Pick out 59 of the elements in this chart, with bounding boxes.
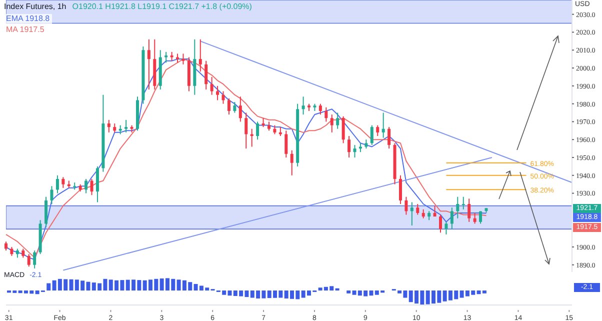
chart-subtitle: O1920.1 H1921.8 L1919.1 C1921.7 +1.8 (+0.09%): [72, 2, 252, 11]
candlestick: [62, 176, 65, 188]
candlestick: [336, 112, 340, 130]
candlestick: [444, 221, 448, 235]
candlestick: [410, 202, 414, 226]
candlestick: [398, 174, 402, 204]
candlestick: [44, 196, 48, 228]
candlestick: [462, 196, 465, 210]
candlestick: [468, 198, 471, 222]
text: EMA: [6, 14, 23, 23]
candlestick: [416, 204, 420, 216]
candlestick: [107, 119, 110, 133]
candlestick: [382, 112, 385, 138]
candlestick: [90, 178, 94, 196]
candlestick: [198, 38, 202, 72]
candlestick: [284, 130, 288, 158]
bar: [46, 283, 51, 290]
candlestick: [330, 114, 334, 133]
chart-title: Index Futures, 1h: [4, 2, 66, 11]
bar: [346, 290, 351, 294]
candlestick: [256, 121, 260, 140]
candlestick: [33, 250, 36, 269]
candlestick: [353, 144, 356, 158]
candlestick: [216, 85, 220, 101]
candlestick: [318, 103, 322, 116]
candlestick: [96, 166, 99, 203]
candlestick: [250, 128, 254, 148]
candlestick: [204, 60, 208, 90]
candlestick: [84, 178, 88, 194]
candlestick: [238, 96, 242, 122]
candlestick: [227, 98, 230, 116]
candlestick: [124, 119, 128, 133]
candlestick: [50, 186, 54, 204]
candlestick: [302, 96, 305, 116]
candlestick: [450, 207, 454, 230]
candlestick: [164, 51, 168, 64]
candlestick: [439, 214, 442, 234]
candlestick: [244, 112, 248, 150]
candlestick: [479, 210, 482, 224]
candlestick: [473, 212, 476, 224]
annotation: 1918.8: [25, 14, 50, 23]
candlestick: [233, 102, 236, 114]
candlestick: [147, 38, 150, 90]
candlestick: [370, 124, 374, 146]
candlestick: [56, 174, 59, 194]
candlestick: [210, 76, 214, 96]
candlestick: [456, 196, 460, 219]
candlestick: [404, 196, 408, 216]
candlestick: [388, 126, 391, 150]
candlestick: [290, 150, 294, 176]
candlestick: [27, 254, 30, 268]
candlestick: [222, 90, 225, 104]
annotation: 1917.5: [20, 25, 44, 34]
text: MA: [6, 25, 18, 34]
candlestick: [342, 116, 345, 144]
candlestick: [348, 136, 351, 158]
candlestick: [376, 124, 380, 136]
candlestick: [324, 106, 328, 122]
candlestick: [182, 53, 185, 65]
